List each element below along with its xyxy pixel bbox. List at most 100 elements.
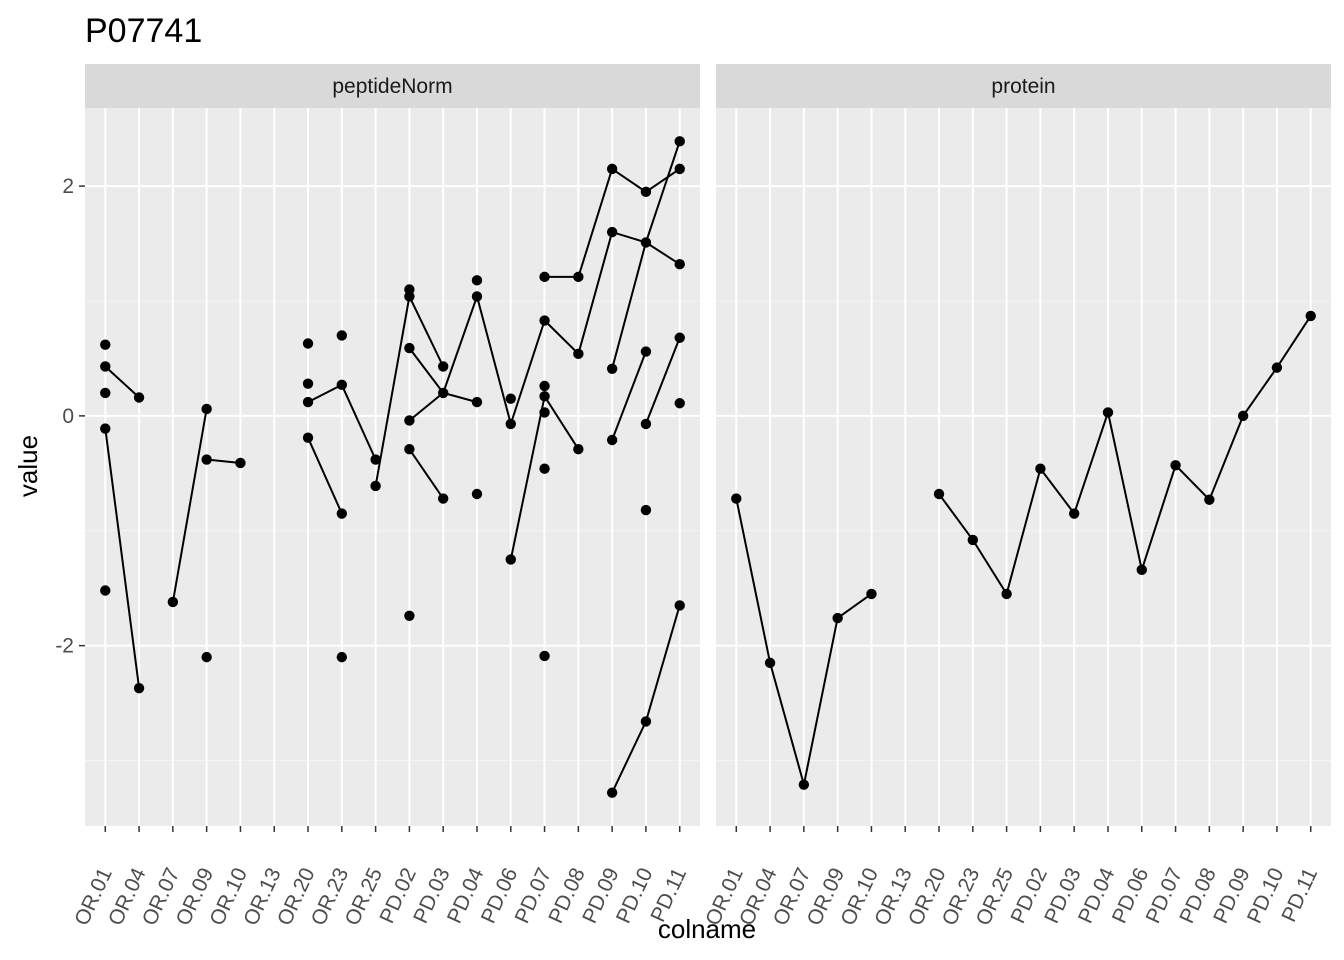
- data-point: [201, 454, 212, 465]
- data-point: [606, 226, 618, 238]
- series-line: [938, 315, 1312, 597]
- data-point: [640, 186, 652, 198]
- data-point: [100, 339, 111, 350]
- data-point: [674, 259, 685, 270]
- data-point: [933, 488, 945, 500]
- data-point: [404, 415, 415, 426]
- series-line: [644, 337, 681, 425]
- series-line: [442, 230, 681, 428]
- x-axis-peptideNorm: OR.01OR.04OR.07OR.09OR.10OR.13OR.20OR.23…: [70, 826, 691, 929]
- data-point: [1001, 588, 1012, 600]
- data-point: [302, 432, 314, 443]
- data-point: [370, 480, 381, 492]
- series-line: [104, 428, 141, 689]
- data-point: [235, 457, 246, 469]
- data-point: [640, 504, 652, 516]
- data-point: [573, 443, 584, 455]
- data-point: [471, 275, 483, 286]
- panel-peptideNorm: peptideNorm: [85, 64, 700, 826]
- data-point: [606, 363, 618, 374]
- data-point: [731, 493, 742, 504]
- panels: peptideNorm protein: [85, 64, 1331, 826]
- data-point: [133, 682, 145, 694]
- data-point: [1102, 407, 1114, 418]
- facet-strip-label: peptideNorm: [332, 75, 452, 98]
- data-point: [539, 271, 550, 283]
- y-tick-label: -2: [55, 635, 74, 658]
- data-point: [336, 330, 348, 341]
- data-point: [798, 779, 810, 790]
- data-point: [1170, 460, 1181, 471]
- data-point: [832, 612, 843, 624]
- y-tick-label: 0: [62, 405, 74, 428]
- data-point: [866, 588, 877, 600]
- data-point: [640, 237, 652, 248]
- data-point: [674, 163, 685, 175]
- data-point: [100, 585, 111, 596]
- data-point: [437, 361, 449, 372]
- data-point: [100, 361, 111, 372]
- data-point: [640, 418, 652, 430]
- data-point: [674, 600, 685, 611]
- chart-title: P07741: [85, 12, 202, 50]
- x-axis-title: colname: [658, 914, 756, 944]
- data-point: [404, 291, 415, 302]
- y-tick-label: 2: [62, 175, 74, 198]
- facet-strip-label: protein: [991, 75, 1055, 98]
- data-point: [967, 534, 979, 546]
- data-point: [764, 657, 776, 669]
- data-point: [1271, 362, 1283, 373]
- data-point: [437, 493, 449, 504]
- data-point: [1204, 494, 1215, 505]
- series-line: [104, 365, 140, 399]
- data-point: [437, 387, 449, 399]
- data-point: [539, 380, 550, 392]
- data-point: [1035, 463, 1046, 474]
- data-point: [1136, 564, 1147, 576]
- data-point: [640, 716, 652, 727]
- series-line: [408, 392, 444, 422]
- y-axis: -2 0 2: [55, 175, 85, 658]
- data-point: [1068, 508, 1080, 519]
- series-line: [206, 458, 241, 464]
- data-point: [505, 393, 516, 404]
- data-point: [1237, 410, 1249, 422]
- facet-strip: [716, 64, 1331, 108]
- data-point: [167, 596, 179, 608]
- data-point: [573, 271, 584, 283]
- data-point: [640, 346, 652, 357]
- panel-protein: protein: [716, 64, 1331, 826]
- data-point: [201, 651, 212, 663]
- data-point: [539, 463, 550, 474]
- data-point: [573, 348, 584, 360]
- x-axis-protein: OR.01OR.04OR.07OR.09OR.10OR.13OR.20OR.23…: [701, 826, 1322, 929]
- data-point: [539, 407, 550, 418]
- data-point: [471, 396, 483, 408]
- data-point: [471, 488, 483, 500]
- facet-strip: [85, 64, 700, 108]
- y-axis-title: value: [13, 435, 43, 497]
- data-point: [100, 387, 111, 399]
- data-point: [370, 454, 381, 465]
- series-line: [408, 448, 445, 500]
- data-point: [606, 434, 618, 446]
- series-line: [171, 408, 208, 603]
- data-point: [133, 392, 145, 403]
- series-line: [307, 437, 343, 514]
- data-point: [505, 418, 516, 430]
- panel-background: [716, 108, 1331, 826]
- data-point: [674, 398, 685, 409]
- data-point: [606, 787, 618, 798]
- data-point: [1305, 310, 1316, 322]
- data-point: [674, 332, 685, 343]
- data-point: [302, 396, 314, 408]
- data-point: [201, 403, 212, 415]
- data-point: [404, 342, 415, 354]
- data-point: [302, 338, 314, 349]
- data-point: [539, 315, 550, 326]
- data-point: [404, 610, 415, 621]
- data-point: [336, 508, 348, 519]
- data-point: [539, 650, 550, 662]
- data-point: [302, 378, 314, 389]
